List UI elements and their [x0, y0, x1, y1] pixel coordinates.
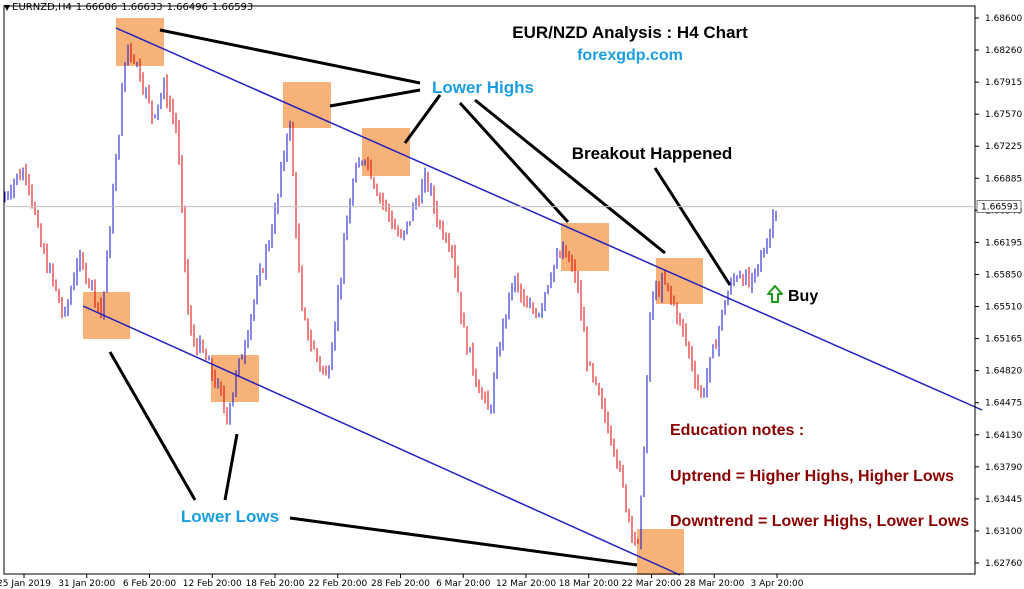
collapse-triangle-icon[interactable]: ▼ — [4, 3, 11, 12]
highlight-box — [362, 128, 410, 176]
close-value: 1.66593 — [211, 2, 254, 13]
y-tick-label: 1.67225 — [985, 142, 1022, 152]
pointer-line — [653, 167, 732, 286]
y-tick-label: 1.65850 — [985, 270, 1022, 280]
pointer-line — [159, 28, 421, 85]
lower-trendline — [82, 305, 681, 576]
x-tick-label: 31 Jan 20:00 — [58, 579, 115, 589]
lower-lows-label: Lower Lows — [181, 507, 279, 526]
pointer-line — [458, 101, 570, 224]
high-value: 1.66633 — [121, 2, 163, 13]
lower-highs-label: Lower Highs — [432, 78, 534, 97]
notes-title: Education notes : — [670, 422, 804, 439]
y-tick-label: 1.65165 — [985, 335, 1022, 345]
highlight-box — [637, 529, 684, 575]
x-tick-label: 6 Feb 20:00 — [123, 579, 177, 589]
buy-label: Buy — [788, 288, 818, 305]
chart-header: ▼ EURNZD,H4 1.66606 1.66633 1.66496 1.66593 — [4, 2, 257, 13]
open-value: 1.66606 — [75, 2, 118, 13]
x-tick-label: 28 Mar 20:00 — [684, 579, 744, 589]
pointer-line — [403, 94, 442, 144]
current-price-label: 1.66593 — [981, 203, 1018, 213]
y-tick-label: 1.62760 — [985, 559, 1022, 569]
pointer-line — [289, 516, 638, 567]
y-tick-label: 1.68600 — [985, 14, 1022, 24]
x-tick-label: 18 Mar 20:00 — [559, 579, 619, 589]
y-tick-label: 1.67570 — [985, 110, 1022, 120]
note-downtrend: Downtrend = Lower Highs, Lower Lows — [670, 513, 969, 530]
y-tick-label: 1.67915 — [985, 78, 1022, 88]
highlight-box — [83, 292, 130, 339]
x-tick-label: 6 Mar 20:00 — [436, 579, 491, 589]
breakout-label: Breakout Happened — [572, 144, 733, 163]
pointer-line — [108, 351, 197, 501]
pointer-lines — [108, 28, 732, 567]
highlight-box — [116, 18, 164, 66]
highlight-box — [656, 258, 703, 304]
upper-trendline — [115, 27, 983, 411]
x-tick-label: 22 Mar 20:00 — [621, 579, 681, 589]
current-price-tag — [976, 200, 1022, 213]
y-tick-label: 1.63100 — [985, 527, 1022, 537]
trendlines — [82, 27, 983, 576]
highlight-boxes — [83, 18, 703, 575]
x-tick-label: 3 Apr 20:00 — [751, 579, 804, 589]
highlight-box — [211, 355, 259, 402]
y-tick-label: 1.65510 — [985, 303, 1022, 313]
y-tick-label: 1.63790 — [985, 463, 1022, 473]
chart-title: EUR/NZD Analysis : H4 Chart — [512, 23, 748, 42]
y-tick-label: 1.63445 — [985, 495, 1022, 505]
y-tick-label: 1.68260 — [985, 46, 1022, 56]
pointer-line — [329, 88, 421, 108]
highlight-box — [561, 223, 609, 271]
plot-frame — [3, 5, 976, 575]
x-tick-label: 18 Feb 20:00 — [245, 579, 304, 589]
symbol-label: EURNZD,H4 — [12, 2, 72, 13]
y-tick-label: 1.66195 — [985, 238, 1022, 248]
x-tick-label: 28 Feb 20:00 — [371, 579, 430, 589]
y-tick-label: 1.64820 — [985, 367, 1022, 377]
x-tick-label: 12 Mar 20:00 — [496, 579, 556, 589]
note-uptrend: Uptrend = Higher Highs, Higher Lows — [670, 468, 954, 485]
y-tick-label: 1.66885 — [985, 174, 1022, 184]
up-arrow-icon — [767, 285, 783, 303]
axes: 1.68600 1.68260 1.67915 1.67570 1.67225 1.668… — [0, 5, 1022, 589]
pointer-line — [474, 98, 666, 255]
pointer-line — [223, 433, 239, 501]
x-tick-label: 22 Feb 20:00 — [308, 579, 367, 589]
y-tick-label: 1.64130 — [985, 431, 1022, 441]
low-value: 1.66496 — [166, 2, 208, 13]
x-tick-label: 25 Jan 2019 — [0, 579, 51, 589]
site-label: forexgdp.com — [577, 47, 683, 64]
x-tick-label: 12 Feb 20:00 — [183, 579, 242, 589]
y-tick-label: 1.64475 — [985, 399, 1022, 409]
